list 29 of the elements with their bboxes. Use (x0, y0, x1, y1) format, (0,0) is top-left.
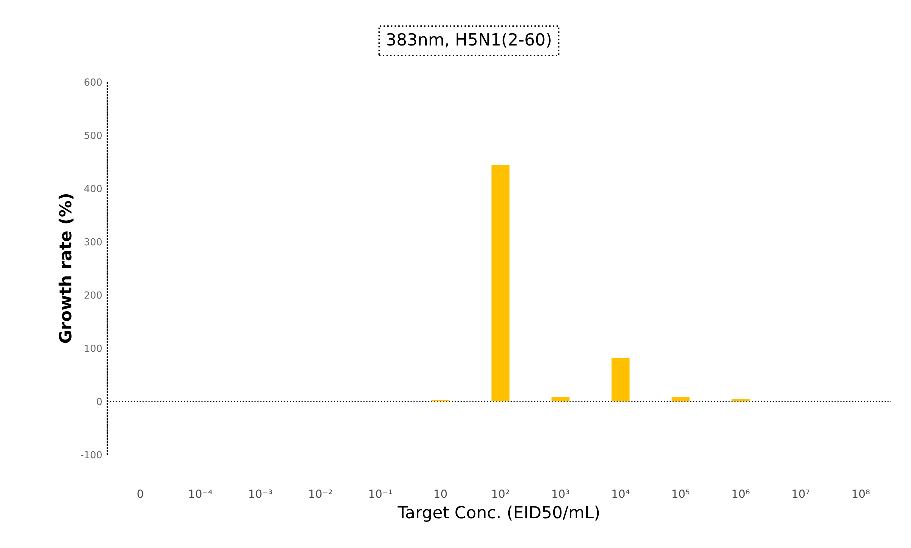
x-tick-label: 10³ (552, 490, 570, 498)
y-tick-label: 500 (84, 132, 102, 140)
x-tick-label: 10⁸ (852, 490, 870, 498)
y-tick-label: 600 (84, 78, 102, 86)
x-tick-label: 10⁻³ (250, 490, 272, 498)
x-tick-label: 10⁶ (732, 490, 750, 498)
x-axis-title: Target Conc. (EID50/mL) (398, 506, 600, 522)
x-tick-label: 10⁻² (310, 490, 332, 498)
x-tick-label: 10 (434, 490, 448, 498)
bar (732, 398, 750, 402)
x-tick-label: 10⁻¹ (370, 490, 392, 498)
bar (492, 165, 510, 402)
x-tick-label: 10⁷ (792, 490, 810, 498)
y-tick-label: 400 (84, 185, 102, 192)
bar (612, 358, 630, 402)
x-tick-label: 10⁻⁴ (190, 490, 212, 498)
y-tick-label: 100 (85, 344, 102, 352)
x-tick-label: 0 (138, 490, 144, 498)
x-tick-label: 10⁵ (672, 490, 690, 498)
y-tick-label: 300 (84, 238, 102, 246)
x-tick-label: 10⁴ (612, 490, 630, 498)
x-tick-label: 10² (492, 490, 510, 498)
bar (672, 397, 690, 402)
bar (552, 397, 570, 402)
y-tick-label: -100 (81, 451, 102, 459)
y-tick-label: 0 (97, 398, 102, 406)
y-axis-title: Growth rate (%) (58, 194, 74, 344)
y-tick-label: 200 (84, 292, 102, 299)
chart-title: 383nm, H5N1(2-60) (387, 33, 551, 48)
